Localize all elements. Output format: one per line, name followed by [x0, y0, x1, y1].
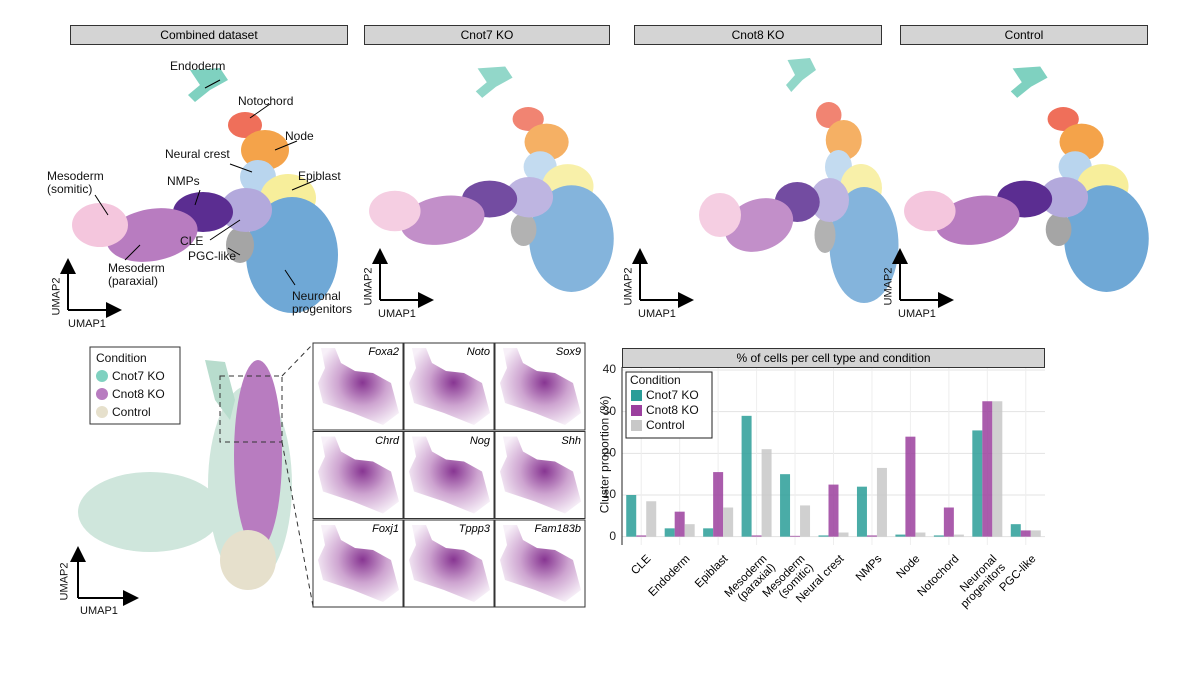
bar	[761, 449, 772, 537]
chart-legend-swatch	[631, 405, 642, 416]
panel-header: Combined dataset	[70, 25, 348, 45]
bar-chart: 0 10 20 30 40	[603, 362, 1045, 545]
cluster-label: NMPs	[167, 174, 200, 188]
bar	[828, 484, 839, 537]
legend-item: Cnot8 KO	[112, 387, 165, 401]
umap2-label: UMAP2	[58, 562, 71, 601]
bar	[1030, 530, 1041, 537]
cluster-label: Mesoderm (somitic)	[47, 169, 104, 196]
gene-name: Tppp3	[458, 523, 490, 535]
bar	[741, 415, 752, 537]
cluster-label: Mesoderm (paraxial)	[108, 261, 165, 288]
umap-condition	[78, 360, 292, 590]
bar	[723, 507, 734, 537]
zoom-box	[219, 343, 314, 607]
bar	[800, 505, 811, 537]
panel-header: Cnot7 KO	[364, 25, 610, 45]
umap2-label: UMAP2	[622, 267, 635, 306]
bar	[953, 534, 964, 537]
panel-header: Cnot8 KO	[634, 25, 882, 45]
gene-name: Fam183b	[534, 523, 581, 535]
bar	[1020, 530, 1031, 537]
bar	[646, 501, 657, 537]
panel-header: Control	[900, 25, 1148, 45]
bar	[982, 401, 993, 537]
umap-cnot7	[369, 66, 614, 292]
bar	[905, 436, 916, 537]
bar	[751, 535, 762, 537]
bar	[684, 524, 695, 537]
gene-name: Foxa2	[368, 346, 399, 358]
umap2-label: UMAP2	[50, 277, 63, 316]
umap2-label: UMAP2	[882, 267, 895, 306]
bar	[674, 511, 685, 537]
y-tick-label: 10	[603, 487, 617, 501]
bar	[915, 532, 926, 537]
umap1-label: UMAP1	[898, 308, 936, 320]
y-tick-label: 30	[603, 404, 617, 418]
umap-control	[904, 66, 1149, 292]
umap2-label: UMAP2	[362, 267, 375, 306]
legend-item: Cnot7 KO	[112, 369, 165, 383]
bar	[664, 528, 675, 537]
bar	[636, 535, 647, 537]
y-tick-label: 20	[603, 446, 617, 460]
bar	[866, 535, 877, 537]
chart-legend-swatch	[631, 390, 642, 401]
legend-swatch	[96, 370, 108, 382]
chart-legend-item: Cnot8 KO	[646, 403, 699, 417]
bar	[780, 474, 791, 537]
chart-legend-item: Control	[646, 418, 685, 432]
cluster-label: CLE	[180, 234, 204, 248]
chart-legend-item: Cnot7 KO	[646, 388, 699, 402]
umap1-label: UMAP1	[378, 308, 416, 320]
gene-name: Shh	[561, 434, 581, 447]
bar	[713, 472, 724, 537]
gene-name: Sox9	[555, 346, 581, 358]
umap1-label: UMAP1	[68, 318, 106, 330]
bar	[933, 535, 944, 537]
cluster-label: Notochord	[238, 94, 294, 108]
bar	[895, 534, 906, 537]
gene-name: Noto	[466, 346, 490, 358]
bar	[972, 430, 983, 537]
bar	[703, 528, 714, 537]
cluster-label: PGC-like	[188, 249, 237, 263]
umap-cnot8	[699, 58, 899, 303]
cluster-label: Endoderm	[170, 59, 226, 73]
leader-lines	[94, 79, 317, 286]
chart-legend-title: Condition	[630, 373, 681, 387]
umap1-label: UMAP1	[638, 308, 676, 320]
umap-arrows	[60, 248, 954, 606]
y-axis-title: Cluster proportion (%)	[597, 395, 612, 514]
bar	[790, 535, 801, 537]
chart-legend-swatch	[631, 420, 642, 431]
legend-swatch	[96, 406, 108, 418]
bar	[626, 495, 637, 537]
cluster-label: Neural crest	[165, 147, 230, 161]
y-tick-label: 0	[609, 529, 616, 543]
cluster-label: Epiblast	[298, 169, 341, 183]
cluster-label: Neuronal progenitors	[292, 289, 353, 316]
legend-title: Condition	[96, 351, 147, 365]
gene-name: Foxj1	[372, 523, 399, 535]
bar	[856, 486, 867, 537]
bar	[876, 467, 887, 537]
bar	[1010, 524, 1021, 537]
gene-grid	[312, 342, 586, 608]
bar	[992, 401, 1003, 537]
bar	[838, 532, 849, 537]
gene-name: Nog	[469, 434, 490, 447]
legend-swatch	[96, 388, 108, 400]
y-tick-label: 40	[603, 362, 617, 376]
chart-title: % of cells per cell type and condition	[622, 348, 1045, 368]
gene-name: Chrd	[375, 434, 399, 447]
cluster-label: Node	[285, 129, 314, 143]
umap1-label: UMAP1	[80, 605, 118, 617]
bar	[818, 535, 829, 537]
bar	[943, 507, 954, 537]
legend-item: Control	[112, 405, 151, 419]
